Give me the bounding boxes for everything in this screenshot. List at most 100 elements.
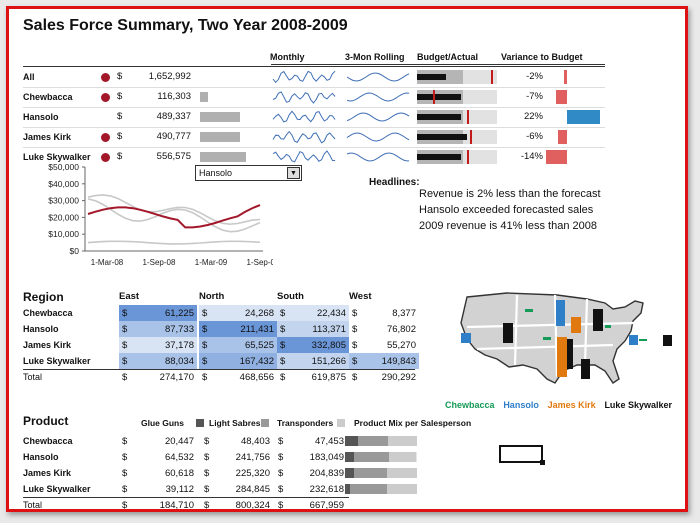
region-total-cell[interactable]: 290,292 xyxy=(381,372,416,383)
product-cell[interactable]: 39,112 xyxy=(165,484,194,495)
product-cell[interactable]: 225,320 xyxy=(235,468,270,479)
target-marker xyxy=(470,130,472,144)
region-cell[interactable]: 61,225 xyxy=(164,308,194,319)
chevron-down-icon[interactable]: ▼ xyxy=(287,167,300,179)
region-cell[interactable]: 65,525 xyxy=(244,340,274,351)
currency-symbol: $ xyxy=(122,372,128,383)
product-col-header: Light Sabres xyxy=(209,418,261,428)
map-region-bar xyxy=(556,300,565,326)
currency-symbol: $ xyxy=(122,436,128,447)
currency-symbol: $ xyxy=(352,308,358,319)
region-col-header: East xyxy=(119,291,140,302)
product-cell[interactable]: 64,532 xyxy=(164,452,194,463)
map-region-bar xyxy=(461,333,471,343)
region-cell-bg xyxy=(349,305,419,321)
product-row-name: Hansolo xyxy=(23,452,59,462)
currency-symbol: $ xyxy=(204,436,210,447)
summary-row-name: All xyxy=(23,72,35,82)
monthly-sparkline xyxy=(272,91,336,104)
region-cell[interactable]: 55,270 xyxy=(386,340,416,351)
map-region-bar xyxy=(593,309,603,331)
y-tick-label: $30,000 xyxy=(48,196,79,206)
variance-value: -2% xyxy=(526,71,543,82)
header-underline xyxy=(271,64,605,65)
region-cell[interactable]: 149,843 xyxy=(381,356,416,367)
product-cell[interactable]: 241,756 xyxy=(235,452,270,463)
map-region-bar xyxy=(639,339,647,341)
product-cell[interactable]: 284,845 xyxy=(235,484,270,495)
region-cell[interactable]: 88,034 xyxy=(164,356,194,367)
variance-bar-negative xyxy=(556,90,567,104)
currency-symbol: $ xyxy=(122,452,128,463)
currency-symbol: $ xyxy=(278,436,284,447)
region-total-cell[interactable]: 619,875 xyxy=(311,372,346,383)
value-bar xyxy=(200,152,246,162)
map-region-bar xyxy=(663,335,672,346)
region-cell[interactable]: 76,802 xyxy=(386,324,416,335)
page-title: Sales Force Summary, Two Year 2008-2009 xyxy=(23,17,348,34)
map-legend: Chewbacca Hansolo James Kirk Luke Skywal… xyxy=(445,400,685,411)
salesperson-dropdown[interactable]: Hansolo ▼ xyxy=(195,165,302,181)
product-cell[interactable]: 183,049 xyxy=(309,452,344,463)
region-total-label: Total xyxy=(23,372,43,382)
currency-symbol: $ xyxy=(122,484,128,495)
fill-handle[interactable] xyxy=(540,460,545,465)
variance-value: 22% xyxy=(523,111,543,122)
mix-bar-segment xyxy=(354,452,389,462)
region-cell[interactable]: 211,431 xyxy=(240,324,274,335)
row-divider xyxy=(23,107,605,108)
legend-swatch xyxy=(337,419,345,427)
product-cell[interactable]: 47,453 xyxy=(314,436,344,447)
series-line xyxy=(87,194,261,226)
currency-symbol: $ xyxy=(278,500,284,511)
product-total-cell[interactable]: 667,959 xyxy=(309,500,344,511)
product-cell[interactable]: 20,447 xyxy=(164,436,194,447)
region-cell[interactable]: 22,434 xyxy=(316,308,346,319)
product-total-cell[interactable]: 800,324 xyxy=(235,500,270,511)
dashboard-frame: Sales Force Summary, Two Year 2008-2009 … xyxy=(6,6,688,512)
variance-bar-negative xyxy=(558,130,567,144)
currency-symbol: $ xyxy=(202,356,208,367)
map-region-bar xyxy=(581,359,590,379)
region-cell[interactable]: 24,268 xyxy=(244,308,274,319)
product-total-label: Total xyxy=(23,500,43,510)
variance-bar-negative xyxy=(564,70,567,84)
row-divider xyxy=(23,127,605,128)
region-cell[interactable]: 87,733 xyxy=(164,324,194,335)
monthly-sparkline xyxy=(272,150,336,163)
y-tick-label: $50,000 xyxy=(48,162,79,172)
variance-value: -7% xyxy=(526,91,543,102)
monthly-sparkline xyxy=(272,70,336,84)
summary-row-name: Hansolo xyxy=(23,112,59,122)
mix-bar-segment xyxy=(387,484,417,494)
mix-bar-segment xyxy=(350,484,387,494)
region-cell[interactable]: 37,178 xyxy=(164,340,194,351)
product-cell[interactable]: 48,403 xyxy=(240,436,270,447)
region-cell[interactable]: 167,432 xyxy=(239,356,274,367)
selected-cell[interactable] xyxy=(499,445,545,465)
mix-bar-segment xyxy=(358,436,388,446)
region-row-name: Hansolo xyxy=(23,324,59,334)
product-cell[interactable]: 60,618 xyxy=(164,468,194,479)
product-total-cell[interactable]: 184,710 xyxy=(159,500,194,511)
region-cell-bg xyxy=(277,353,349,369)
mix-bar-segment xyxy=(345,436,358,446)
currency-symbol: $ xyxy=(117,111,123,122)
summary-row-value: 1,652,992 xyxy=(148,71,191,82)
region-total-cell[interactable]: 274,170 xyxy=(159,372,194,383)
product-cell[interactable]: 232,618 xyxy=(309,484,344,495)
actual-bar xyxy=(417,114,461,120)
region-cell[interactable]: 8,377 xyxy=(392,308,416,319)
region-total-cell[interactable]: 468,656 xyxy=(239,372,274,383)
region-cell[interactable]: 113,371 xyxy=(312,324,346,335)
product-cell[interactable]: 204,839 xyxy=(309,468,344,479)
map-region-bar xyxy=(525,309,533,312)
region-cell[interactable]: 332,805 xyxy=(311,340,346,351)
product-col-header: Transponders xyxy=(277,418,334,428)
currency-symbol: $ xyxy=(352,356,358,367)
region-cell[interactable]: 151,266 xyxy=(311,356,346,367)
rolling-sparkline xyxy=(346,72,410,82)
currency-symbol: $ xyxy=(202,324,208,335)
value-bar xyxy=(200,92,208,102)
currency-symbol: $ xyxy=(352,324,358,335)
